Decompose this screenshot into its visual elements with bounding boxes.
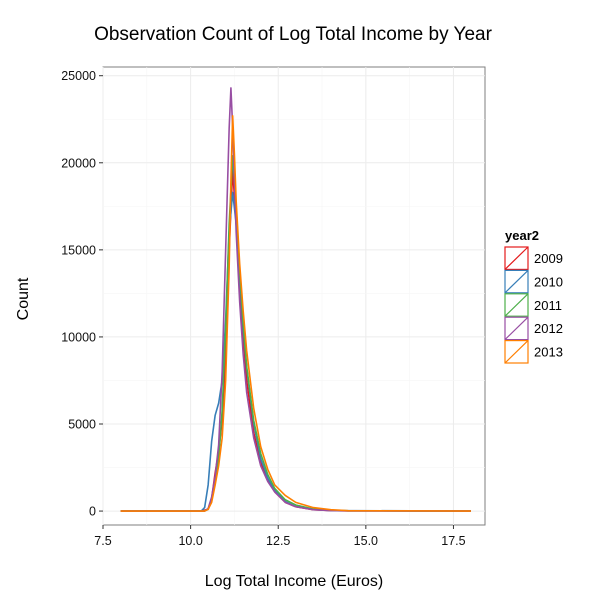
legend-item-2010: 2010 (504, 269, 563, 294)
legend-key-line (504, 293, 529, 317)
legend-key-line (504, 246, 529, 270)
legend-item-2013: 2013 (504, 340, 563, 364)
y-axis-ticks: 0 5000 10000 15000 20000 25000 (61, 69, 103, 519)
chart-title: Observation Count of Log Total Income by… (94, 24, 493, 45)
legend-item-2012: 2012 (504, 316, 563, 341)
y-tick-label: 10000 (61, 330, 96, 344)
x-axis-label: Log Total Income (Euros) (205, 573, 383, 590)
y-tick-label: 5000 (68, 417, 96, 431)
x-axis-ticks: 7.5 10.0 12.5 15.0 17.5 (94, 525, 466, 548)
legend-label-2010: 2010 (534, 274, 563, 289)
x-tick-label: 7.5 (94, 534, 111, 548)
y-tick-label: 15000 (61, 243, 96, 257)
x-tick-label: 12.5 (266, 534, 290, 548)
legend-label-2011: 2011 (534, 298, 562, 313)
legend-label-2009: 2009 (534, 251, 563, 266)
series-layer (120, 87, 471, 512)
legend-key-line (504, 340, 529, 364)
y-tick-label: 0 (89, 505, 96, 519)
legend-item-2011: 2011 (504, 293, 562, 317)
legend-label-2013: 2013 (534, 345, 563, 360)
series-line-2013 (120, 114, 471, 512)
y-tick-label: 20000 (61, 156, 96, 170)
series-line-2012 (120, 87, 471, 512)
x-tick-label: 10.0 (178, 534, 202, 548)
x-tick-label: 15.0 (354, 534, 378, 548)
x-tick-label: 17.5 (441, 534, 465, 548)
legend-title: year2 (505, 228, 539, 243)
legend-key-line (504, 316, 529, 341)
legend-items: 2009 2010 2011 2012 2013 (504, 246, 563, 364)
grid-lines (102, 67, 485, 525)
y-axis-label: Count (15, 277, 32, 320)
legend-item-2009: 2009 (504, 246, 563, 270)
legend: year2 2009 2010 2011 2012 2013 (504, 228, 563, 364)
y-tick-label: 25000 (61, 69, 96, 83)
plot-panel (102, 66, 486, 526)
legend-key-line (504, 269, 529, 294)
legend-label-2012: 2012 (534, 321, 563, 336)
